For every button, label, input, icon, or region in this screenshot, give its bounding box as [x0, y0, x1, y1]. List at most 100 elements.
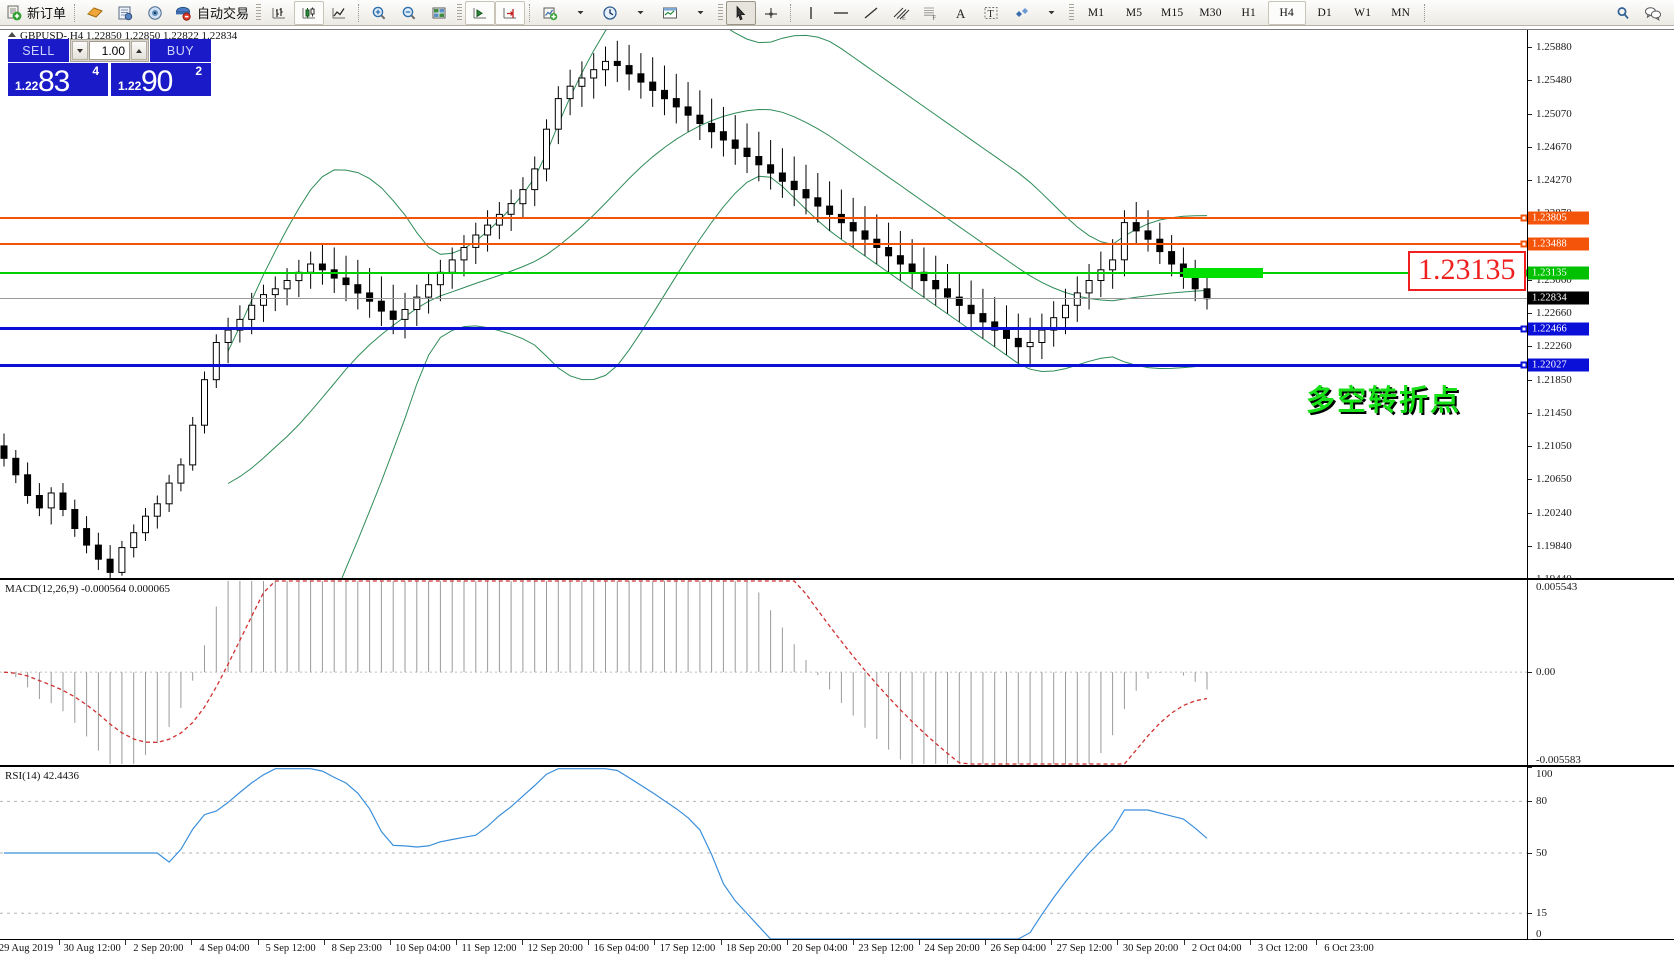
expert-advisor-icon[interactable]	[80, 1, 110, 25]
buy-price-main: 90	[141, 65, 173, 98]
zoom-in-icon[interactable]	[364, 1, 394, 25]
search-icon[interactable]	[1608, 1, 1638, 25]
price-level-tag[interactable]: 1.22834	[1528, 291, 1589, 305]
chevron-down-icon[interactable]	[565, 1, 595, 25]
templates-icon[interactable]	[655, 1, 685, 25]
chat-icon[interactable]	[1638, 1, 1668, 25]
volume-decrement-button[interactable]	[72, 41, 88, 60]
timeframe-h4[interactable]: H4	[1267, 0, 1306, 25]
price-level-tag[interactable]: 1.23488	[1528, 237, 1589, 251]
volume-increment-button[interactable]	[131, 41, 147, 60]
chevron-down-icon[interactable]	[1036, 1, 1066, 25]
time-axis[interactable]: 29 Aug 2019 30 Aug 12:00 2 Sep 20:00 4 Sep …	[0, 940, 1674, 960]
macd-plot-area[interactable]	[0, 580, 1527, 765]
crosshair-icon[interactable]	[756, 1, 786, 25]
price-level-line[interactable]	[0, 272, 1527, 275]
candlestick-chart-icon[interactable]	[294, 0, 325, 25]
svg-text:F: F	[933, 15, 937, 21]
rsi-axis[interactable]: 100 80 50 15 0	[1527, 767, 1674, 940]
price-level-line[interactable]	[0, 243, 1527, 246]
sell-price-display[interactable]: 1.22 83 4	[8, 63, 108, 98]
data-window-icon[interactable]	[110, 1, 140, 25]
volume-stepper[interactable]: 1.00	[70, 39, 149, 62]
collapse-triangle-icon[interactable]	[8, 32, 16, 37]
price-level-line[interactable]	[0, 327, 1527, 331]
horizontal-line-icon[interactable]	[826, 1, 856, 25]
price-level-handle[interactable]	[1520, 214, 1527, 222]
line-chart-icon[interactable]	[324, 1, 354, 25]
price-level-tag[interactable]: 1.23135	[1528, 266, 1589, 280]
equidistant-channel-icon[interactable]: E	[886, 1, 916, 25]
one-click-price-row: 1.22 83 4 1.22 90 2	[8, 63, 211, 98]
vertical-line-icon[interactable]	[796, 1, 826, 25]
price-callout-label[interactable]: 1.23135	[1408, 251, 1526, 291]
price-level-handle[interactable]	[1520, 240, 1527, 248]
new-order-button[interactable]: 新订单	[2, 1, 70, 25]
price-level-line[interactable]	[0, 217, 1527, 220]
timeframe-mn[interactable]: MN	[1391, 6, 1411, 19]
timeframe-h1[interactable]: H1	[1241, 6, 1256, 19]
time-axis-tick	[852, 940, 854, 945]
scroll-end-icon[interactable]	[465, 0, 496, 25]
auto-trading-icon[interactable]: 自动交易	[170, 1, 253, 25]
navigator-icon[interactable]	[140, 1, 170, 25]
price-pane[interactable]: 1.23135 多空转折点 1.25880 1.25480 1.25070 1.2467…	[0, 30, 1674, 585]
chart-text-annotation[interactable]: 多空转折点	[1306, 383, 1462, 417]
tile-windows-icon[interactable]	[424, 1, 454, 25]
price-axis-tick	[1528, 113, 1532, 115]
macd-pane[interactable]: MACD(12,26,9) -0.000564 0.000065 0.00554…	[0, 579, 1674, 766]
macd-axis[interactable]: 0.005543 0.00 -0.005583	[1527, 580, 1674, 766]
price-level-line[interactable]	[0, 363, 1527, 367]
auto-trading-label: 自动交易	[197, 7, 250, 22]
timeframe-m30[interactable]: M30	[1199, 6, 1222, 19]
buy-price-display[interactable]: 1.22 90 2	[111, 63, 211, 98]
toolbar-grip[interactable]	[457, 3, 463, 22]
timeframe-d1[interactable]: D1	[1317, 6, 1332, 19]
price-axis-label: 1.19840	[1536, 539, 1572, 552]
fibonacci-icon[interactable]: F	[916, 1, 946, 25]
chevron-down-icon[interactable]	[685, 1, 715, 25]
price-axis-tick	[1528, 146, 1532, 148]
timeframe-w1[interactable]: W1	[1354, 6, 1372, 19]
text-icon[interactable]: A	[946, 1, 976, 25]
chart-shift-icon[interactable]	[495, 0, 526, 25]
price-level-handle[interactable]	[1520, 325, 1527, 333]
cursor-icon[interactable]	[726, 0, 757, 25]
time-axis-tick	[985, 940, 987, 945]
price-axis-label: 1.21450	[1536, 406, 1572, 419]
price-axis-tick	[1528, 445, 1532, 447]
price-level-tag[interactable]: 1.22466	[1528, 322, 1589, 336]
chevron-down-icon[interactable]	[625, 1, 655, 25]
rsi-axis-tick	[1528, 767, 1532, 768]
indicators-icon[interactable]	[535, 1, 565, 25]
periods-icon[interactable]	[595, 1, 625, 25]
rsi-pane[interactable]: RSI(14) 42.4436 100 80 50 15 0	[0, 766, 1674, 940]
time-axis-tick	[1249, 940, 1251, 945]
toolbar-divider	[790, 3, 792, 22]
green-highlight-box[interactable]	[1183, 268, 1263, 279]
price-level-handle[interactable]	[1520, 361, 1527, 369]
text-label-icon[interactable]: T	[976, 1, 1006, 25]
buy-button[interactable]: BUY	[150, 39, 211, 62]
toolbar-grip[interactable]	[718, 3, 724, 22]
sell-price-prefix: 1.22	[15, 79, 39, 93]
chart-container[interactable]: 1.23135 多空转折点 1.25880 1.25480 1.25070 1.2467…	[0, 30, 1674, 960]
price-level-tag[interactable]: 1.22027	[1528, 358, 1589, 372]
volume-input[interactable]: 1.00	[89, 41, 130, 60]
toolbar-grip[interactable]	[256, 3, 262, 22]
price-level-tag[interactable]: 1.23805	[1528, 211, 1589, 225]
price-level-line[interactable]	[0, 297, 1527, 299]
shapes-icon[interactable]	[1006, 1, 1036, 25]
time-axis-label: 12 Sep 20:00	[527, 943, 583, 954]
price-axis[interactable]: 1.25880 1.25480 1.25070 1.24670 1.24270 1.238…	[1527, 30, 1674, 585]
timeframe-m1[interactable]: M1	[1087, 6, 1105, 19]
sell-button[interactable]: SELL	[8, 39, 69, 62]
timeframe-m5[interactable]: M5	[1125, 6, 1143, 19]
timeframe-m15[interactable]: M15	[1161, 6, 1184, 19]
trendline-icon[interactable]	[856, 1, 886, 25]
price-plot-area[interactable]: 1.23135 多空转折点	[0, 30, 1527, 578]
bar-chart-icon[interactable]	[264, 1, 294, 25]
zoom-out-icon[interactable]	[394, 1, 424, 25]
toolbar-grip[interactable]	[1069, 3, 1075, 22]
rsi-plot-area[interactable]	[0, 767, 1527, 939]
